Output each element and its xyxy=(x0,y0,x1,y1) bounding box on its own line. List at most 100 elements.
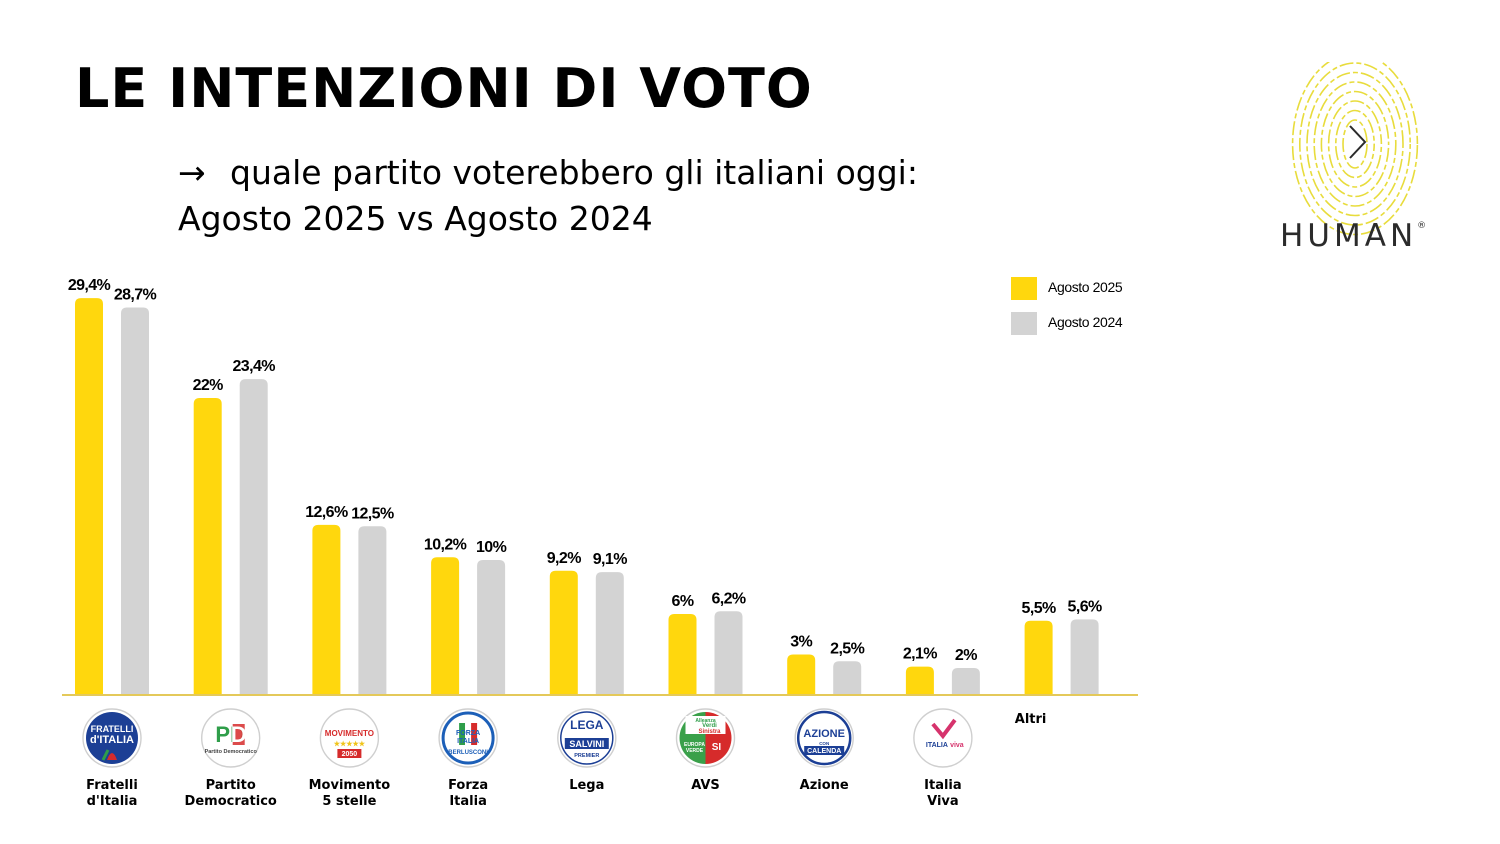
logo-text: D xyxy=(231,722,247,747)
data-label: 2,1% xyxy=(903,646,937,663)
bar-2024 xyxy=(595,572,624,695)
category-label: Democratico xyxy=(185,794,277,809)
logo-text: AZIONE xyxy=(803,728,845,740)
logo-text: FRATELLI xyxy=(91,724,134,734)
data-label: 29,4% xyxy=(68,277,111,294)
category-label: 5 stelle xyxy=(322,794,376,809)
bar-2024 xyxy=(951,668,980,695)
category-label: Italia xyxy=(924,778,962,793)
data-label: 6,2% xyxy=(711,590,745,607)
data-label: 28,7% xyxy=(114,287,157,304)
bar-2024 xyxy=(121,307,149,695)
fingerprint-ring xyxy=(1335,109,1376,179)
data-label: 10% xyxy=(476,539,507,556)
logo-text: CALENDA xyxy=(807,748,841,755)
category-label: Partito xyxy=(206,778,256,793)
category-label: Movimento xyxy=(309,778,391,793)
logo-text: BERLUSCONI xyxy=(448,750,488,756)
category-label: Viva xyxy=(927,794,959,809)
check-mark-icon xyxy=(931,718,957,740)
logo-text: FORZA xyxy=(456,730,480,737)
flag-white xyxy=(465,723,472,745)
data-label: 2% xyxy=(955,647,977,664)
chevron-right-icon xyxy=(1349,125,1367,159)
bar-2025 xyxy=(905,666,934,695)
bar-2025 xyxy=(431,557,460,695)
logo-band xyxy=(337,749,362,758)
iv-party-logo: ITALIA viva xyxy=(913,708,973,768)
flame-icon xyxy=(107,753,117,760)
category-label: Fratelli xyxy=(86,778,138,793)
logo-text: 2050 xyxy=(342,751,358,758)
logo-text: SALVINI xyxy=(569,739,604,749)
logo-text: viva xyxy=(950,742,964,749)
logo-text: VERDE xyxy=(686,748,704,754)
logo-text: ★★★★★ xyxy=(334,740,366,748)
bar-2025 xyxy=(549,570,578,695)
fingerprint-ring xyxy=(1320,90,1390,198)
logo-text: Sinistra xyxy=(698,729,721,735)
brand-wordmark: HUMAN xyxy=(1280,218,1418,254)
data-label: 10,2% xyxy=(424,536,467,553)
legend-label: Agosto 2024 xyxy=(1048,314,1123,330)
m5s-party-logo: MOVIMENTO ★★★★★ 2050 xyxy=(319,708,380,768)
logo-text: Alleanza xyxy=(695,718,716,724)
category-label: Altri xyxy=(1015,712,1047,727)
logo-disc xyxy=(86,712,138,764)
subtitle-line-2: Agosto 2025 vs Agosto 2024 xyxy=(178,199,653,238)
logo-text: d'ITALIA xyxy=(90,734,134,746)
subtitle-text-1: quale partito voterebbero gli italiani o… xyxy=(230,153,918,192)
data-label: 5,6% xyxy=(1068,598,1102,615)
logo-text: PREMIER xyxy=(574,753,599,759)
category-label: Italia xyxy=(449,794,487,809)
bar-2024 xyxy=(358,526,387,695)
data-label: 6% xyxy=(672,593,694,610)
category-label: Azione xyxy=(800,778,849,793)
data-label: 3% xyxy=(790,634,812,651)
logo-band xyxy=(564,738,609,749)
subtitle-line-1: → quale partito voterebbero gli italiani … xyxy=(178,150,1178,196)
category-label: d'Italia xyxy=(87,794,138,809)
logo-band xyxy=(326,726,373,739)
bar-series: 29,4% 22% 12,6% 10,2% 9,2% 6% 3% 2,1% 5,5% 28,7% 2… xyxy=(68,277,1103,695)
data-label: 9,1% xyxy=(593,551,627,568)
fingerprint-ring xyxy=(1291,62,1419,236)
registered-mark: ® xyxy=(1417,221,1427,231)
lega-party-logo: LEGA SALVINI PREMIER xyxy=(557,708,617,768)
flag-green xyxy=(459,723,466,745)
category-label: Forza xyxy=(448,778,488,793)
logo-shape xyxy=(232,724,245,745)
logo-text: MOVIMENTO xyxy=(325,729,374,738)
chart-legend: Agosto 2025 Agosto 2024 xyxy=(1011,277,1123,335)
data-label: 12,6% xyxy=(305,504,348,521)
page-title: LE INTENZIONI DI VOTO xyxy=(75,57,813,120)
category-label: Lega xyxy=(569,778,604,793)
data-label: 22% xyxy=(193,377,224,394)
fingerprint-ring xyxy=(1306,71,1404,217)
bar-2025 xyxy=(668,614,697,695)
logo-text: ITALIA xyxy=(457,738,479,745)
data-label: 9,2% xyxy=(547,550,581,567)
logo-band xyxy=(804,746,845,755)
logo-text: CON xyxy=(819,741,829,746)
logo-border xyxy=(200,708,261,768)
bar-2025 xyxy=(312,524,341,695)
fingerprint-ring xyxy=(1313,81,1397,207)
bar-2024 xyxy=(833,661,862,695)
flag-red xyxy=(471,723,478,745)
fingerprint-ring xyxy=(1327,100,1383,188)
bar-2025 xyxy=(75,298,103,695)
page-subtitle: → quale partito voterebbero gli italiani … xyxy=(178,150,1178,242)
bar-2024 xyxy=(239,379,268,695)
category-label: AVS xyxy=(691,778,720,793)
bar-2025 xyxy=(787,654,816,695)
bar-2024 xyxy=(1070,619,1099,695)
brand-name: HUMAN® xyxy=(1280,218,1426,254)
legend-swatch-2025 xyxy=(1011,277,1037,300)
fingerprint-ring xyxy=(1342,119,1368,169)
